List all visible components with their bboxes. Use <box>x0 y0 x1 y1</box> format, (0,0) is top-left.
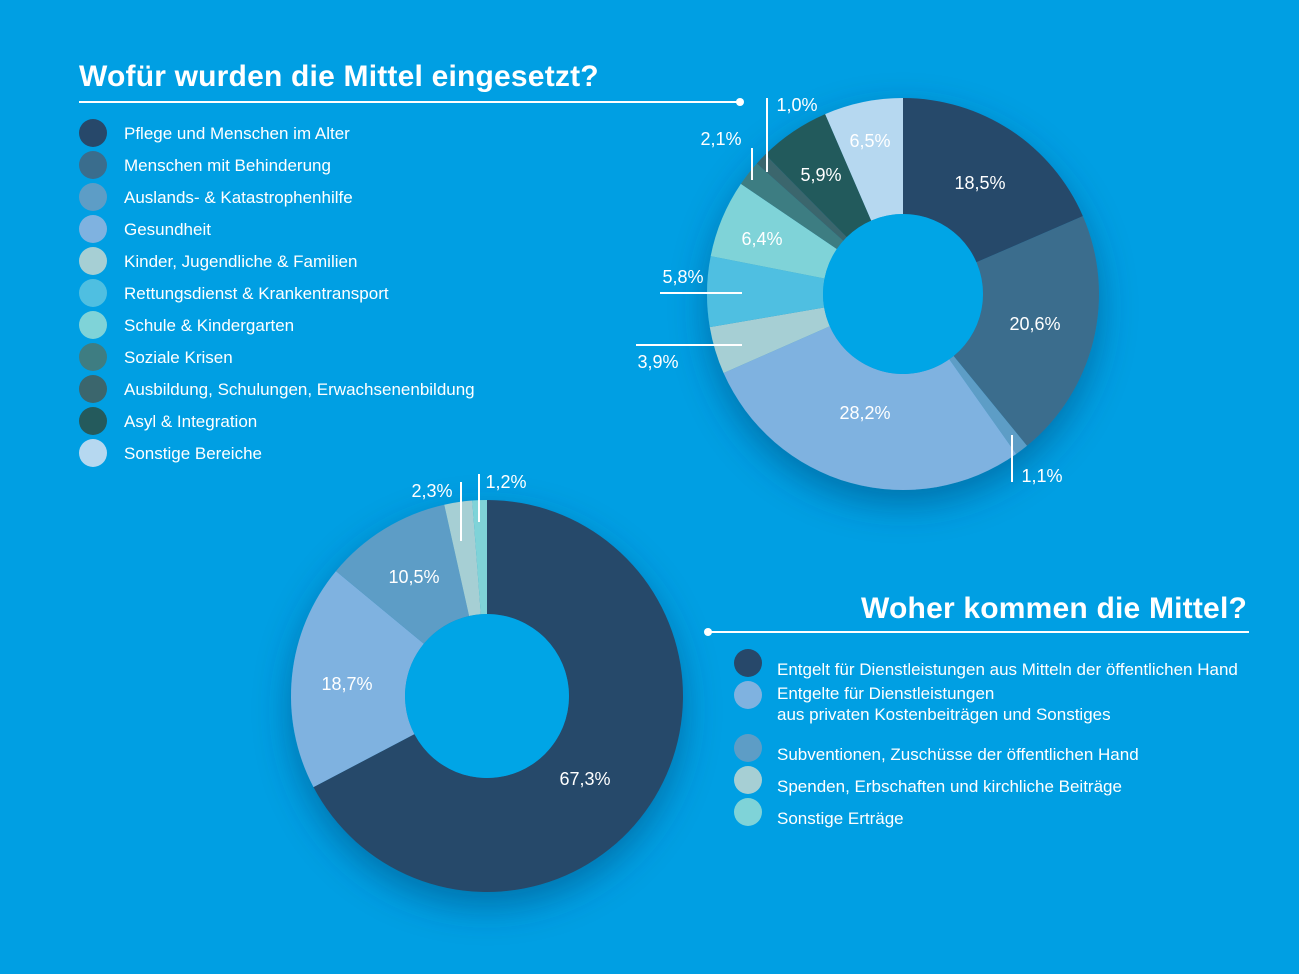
sources-title-underline <box>704 628 1249 636</box>
legend-label: Pflege und Menschen im Alter <box>124 124 350 143</box>
slice-label: 20,6% <box>1009 314 1060 334</box>
legend-label: Sonstige Erträge <box>777 809 904 828</box>
slice-label: 1,2% <box>485 472 526 492</box>
sources-chart-title: Woher kommen die Mittel? <box>861 592 1247 625</box>
legend-label: Auslands- & Katastrophenhilfe <box>124 188 353 207</box>
legend-swatch <box>734 734 762 762</box>
slice-label: 28,2% <box>839 403 890 423</box>
legend-label: Ausbildung, Schulungen, Erwachsenenbildu… <box>124 380 475 399</box>
slice-label: 2,3% <box>411 481 452 501</box>
donut-slice <box>291 571 424 788</box>
legend-swatch <box>734 766 762 794</box>
legend-label: Rettungsdienst & Krankentransport <box>124 284 389 303</box>
legend-swatch <box>79 183 107 211</box>
usage-title-underline <box>79 98 744 106</box>
legend-swatch <box>734 798 762 826</box>
donut-slice <box>740 163 844 250</box>
donut-hole <box>405 614 569 778</box>
legend-swatch <box>734 681 762 709</box>
donut-ring <box>291 500 683 893</box>
donut-slice <box>765 114 872 238</box>
legend-label: Asyl & Integration <box>124 412 258 431</box>
donut-slice <box>825 98 903 221</box>
legend-swatch <box>79 375 107 403</box>
legend-label: Schule & Kindergarten <box>124 316 295 335</box>
legend-label-line1: Entgelte für Dienstleistungen <box>777 684 995 703</box>
legend-swatch <box>79 247 107 275</box>
donut-slice <box>903 98 1083 263</box>
legend-label-line2: aus privaten Kostenbeiträgen und Sonstig… <box>777 705 1111 724</box>
legend-label: Entgelte für Dienstleistungen aus private… <box>777 683 1111 725</box>
slice-label: 1,1% <box>1021 466 1062 486</box>
legend-label: Gesundheit <box>124 220 211 239</box>
donut-slice <box>953 216 1099 446</box>
donut-slice <box>335 504 470 644</box>
donut-slice <box>709 307 830 373</box>
legend-swatch <box>734 649 762 677</box>
legend-swatch <box>79 119 107 147</box>
slice-label: 3,9% <box>637 352 678 372</box>
slice-label: 6,5% <box>849 131 890 151</box>
legend-swatch <box>79 407 107 435</box>
donut-hole <box>823 214 983 374</box>
legend-label: Spenden, Erbschaften und kirchliche Beit… <box>777 777 1122 796</box>
legend-label: Sonstige Bereiche <box>124 444 262 463</box>
legend-swatch <box>79 439 107 467</box>
donut-slice <box>710 183 837 279</box>
slice-label: 10,5% <box>388 567 439 587</box>
donut-slice <box>949 355 1027 455</box>
slice-label: 6,4% <box>741 229 782 249</box>
donut-slice <box>444 500 481 616</box>
legend-label: Entgelt für Dienstleistungen aus Mitteln… <box>777 660 1238 679</box>
sources-donut-chart: 67,3% 18,7% 10,5% 2,3% 1,2% <box>291 472 683 893</box>
slice-label: 18,5% <box>954 173 1005 193</box>
slice-label: 1,0% <box>776 95 817 115</box>
legend-swatch <box>79 311 107 339</box>
underline-dot <box>704 628 712 636</box>
legend-label: Kinder, Jugendliche & Familien <box>124 252 358 271</box>
underline-dot <box>736 98 744 106</box>
legend-swatch <box>79 151 107 179</box>
slice-label: 2,1% <box>700 129 741 149</box>
donut-slice <box>707 256 825 328</box>
slice-label: 5,8% <box>662 267 703 287</box>
donut-slice <box>313 500 683 893</box>
slice-label: 18,7% <box>321 674 372 694</box>
legend-label: Menschen mit Behinderung <box>124 156 331 175</box>
legend-label: Subventionen, Zuschüsse der öffentlichen… <box>777 745 1139 764</box>
legend-label: Soziale Krisen <box>124 348 233 367</box>
usage-donut-chart: 18,5% 20,6% 1,1% 28,2% 3,9% 5,8% 6,4% 2,1% 1,0% 5… <box>636 95 1099 490</box>
slice-label: 5,9% <box>800 165 841 185</box>
donut-slice <box>472 500 487 615</box>
donut-slice <box>723 326 1017 490</box>
usage-chart-title: Wofür wurden die Mittel eingesetzt? <box>79 60 599 93</box>
donut-ring <box>707 98 1099 490</box>
slice-label: 67,3% <box>559 769 610 789</box>
legend-swatch <box>79 215 107 243</box>
legend-swatch <box>79 279 107 307</box>
legend-swatch <box>79 343 107 371</box>
donut-slice <box>756 154 847 241</box>
